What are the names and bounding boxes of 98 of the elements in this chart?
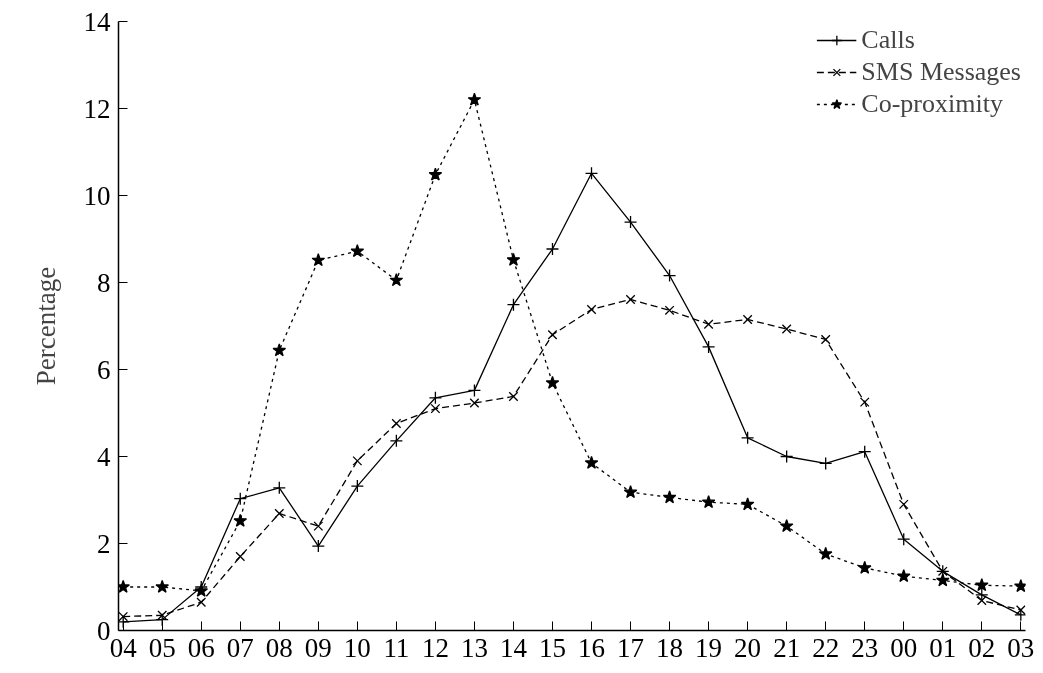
- point: [740, 497, 755, 511]
- point: [311, 253, 326, 267]
- point: [623, 215, 638, 229]
- y-tick-label: 8: [97, 267, 111, 298]
- point: [155, 579, 170, 593]
- point: [584, 166, 599, 180]
- x-tick-label: 01: [929, 632, 957, 663]
- point: [664, 305, 675, 316]
- point: [391, 418, 402, 429]
- point: [118, 579, 131, 593]
- point: [584, 455, 599, 469]
- x-tick-label: 18: [656, 632, 684, 663]
- x-tick-label: 15: [538, 632, 566, 663]
- point: [235, 551, 246, 562]
- point: [1013, 578, 1026, 593]
- point: [625, 294, 636, 305]
- point: [975, 588, 989, 602]
- x-tick-label: 22: [812, 632, 840, 663]
- point: [818, 546, 833, 560]
- point: [233, 492, 247, 506]
- point: [467, 383, 482, 398]
- x-tick-label: 07: [226, 632, 254, 663]
- point: [506, 298, 521, 312]
- point: [313, 521, 324, 531]
- x-tick-label: 20: [734, 632, 762, 663]
- point: [820, 334, 831, 345]
- point: [311, 539, 325, 553]
- point: [703, 319, 714, 330]
- x-tick-label: 04: [109, 632, 138, 663]
- point: [740, 431, 755, 445]
- y-tick-label: 14: [83, 6, 111, 37]
- point: [389, 434, 404, 448]
- x-tick-label: 03: [1007, 632, 1035, 663]
- x-tick-label: 05: [148, 632, 176, 663]
- x-tick-label: 16: [578, 632, 606, 663]
- point: [623, 485, 638, 499]
- legend-label: Calls: [861, 25, 915, 55]
- legend-label: Co-proximity: [861, 89, 1003, 119]
- point: [586, 304, 597, 315]
- point: [428, 391, 443, 405]
- point: [272, 481, 286, 495]
- point: [430, 403, 441, 414]
- point: [898, 499, 909, 510]
- x-tick-label: 10: [343, 632, 371, 663]
- x-tick-label: 13: [460, 632, 488, 663]
- point: [274, 508, 285, 519]
- point: [545, 242, 560, 256]
- point: [545, 375, 560, 389]
- point: [858, 445, 872, 459]
- point: [547, 329, 558, 340]
- y-axis-title: Percentage: [30, 266, 61, 386]
- point: [389, 273, 404, 287]
- x-tick-label: 08: [265, 632, 293, 663]
- point: [662, 268, 677, 283]
- point: [701, 340, 716, 354]
- point: [857, 560, 872, 574]
- x-tick-label: 23: [851, 632, 879, 663]
- point: [780, 449, 794, 464]
- point: [196, 597, 207, 608]
- x-tick-label: 02: [968, 632, 996, 663]
- legend-label: SMS Messages: [861, 57, 1021, 87]
- point: [701, 495, 716, 509]
- point: [742, 314, 753, 325]
- y-tick-label: 10: [83, 180, 111, 211]
- point: [779, 518, 794, 533]
- point: [428, 167, 443, 181]
- point: [350, 244, 365, 258]
- point: [662, 490, 677, 504]
- x-tick-label: 09: [304, 632, 332, 663]
- point: [976, 595, 987, 606]
- point: [233, 513, 248, 527]
- point: [272, 343, 287, 357]
- point: [469, 398, 480, 408]
- y-tick-label: 6: [97, 354, 111, 385]
- x-tick-label: 11: [383, 632, 410, 663]
- x-tick-label: 14: [499, 632, 528, 663]
- x-tick-label: 00: [890, 632, 918, 663]
- x-tick-label: 12: [421, 632, 449, 663]
- point: [819, 456, 833, 471]
- x-tick-label: 21: [773, 632, 801, 663]
- y-tick-label: 12: [83, 93, 111, 124]
- point: [781, 324, 792, 334]
- point: [896, 568, 911, 583]
- x-tick-label: 06: [187, 632, 215, 663]
- y-tick-label: 0: [97, 615, 111, 646]
- point: [506, 252, 521, 266]
- y-tick-label: 2: [97, 528, 111, 559]
- point: [935, 573, 950, 587]
- y-tick-label: 4: [97, 441, 111, 472]
- x-tick-label: 17: [617, 632, 645, 663]
- point: [467, 92, 482, 106]
- x-tick-label: 19: [695, 632, 723, 663]
- point: [350, 479, 364, 493]
- point: [859, 397, 870, 408]
- point: [897, 532, 911, 546]
- point: [974, 578, 989, 592]
- point: [508, 391, 519, 402]
- point: [352, 455, 363, 466]
